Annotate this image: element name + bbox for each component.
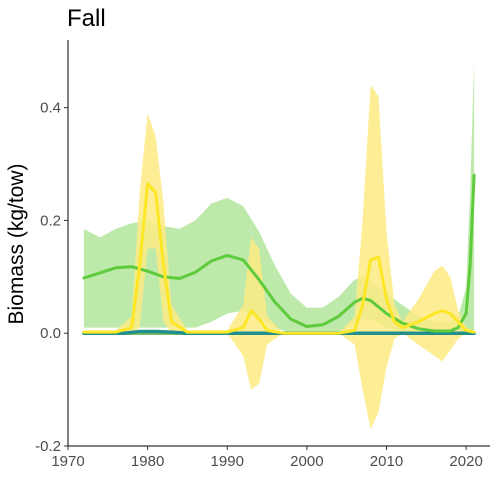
- x-tick-label: 1990: [211, 453, 244, 470]
- x-tick-label: 1980: [131, 453, 164, 470]
- series-1-band: [83, 62, 475, 334]
- x-tick-label: 1970: [51, 453, 84, 470]
- x-tick-label: 2000: [290, 453, 323, 470]
- y-tick-label: 0.0: [40, 325, 61, 342]
- series-2-band: [83, 85, 475, 430]
- y-tick-label: 0.4: [40, 100, 61, 117]
- y-tick-label: 0.2: [40, 212, 61, 229]
- y-axis-label: Biomass (kg/tow): [5, 163, 28, 324]
- chart-title: Fall: [67, 5, 106, 32]
- series-1-line: [82, 173, 476, 333]
- y-ticks: -0.2 0.0 0.2 0.4: [35, 100, 68, 455]
- y-tick-label: -0.2: [35, 438, 61, 455]
- x-tick-label: 2020: [449, 453, 482, 470]
- x-tick-label: 2010: [370, 453, 403, 470]
- x-ticks: 1970 1980 1990 2000 2010 2020: [51, 446, 483, 470]
- series-lines: [82, 173, 476, 335]
- confidence-bands: [83, 62, 475, 430]
- series-2-line: [82, 182, 476, 335]
